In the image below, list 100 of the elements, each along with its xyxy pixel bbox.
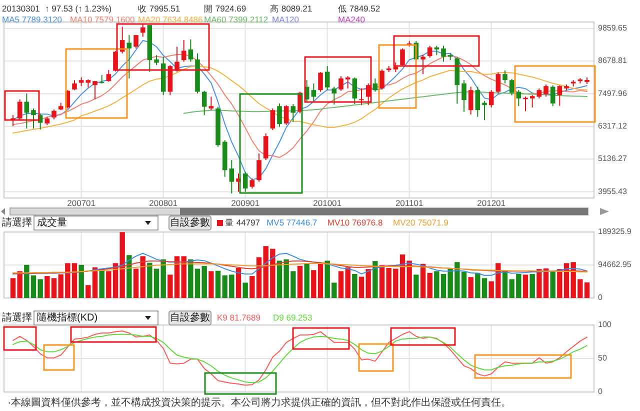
text: MA10 7579.1600	[70, 14, 136, 24]
text: ‧本線圖資料僅供參考，並不構成投資決策的提示。本公司將力求提供正確的資訊，但不對此作出保證或任何責任。	[8, 396, 511, 409]
candlestick	[72, 80, 77, 91]
candlestick	[509, 78, 514, 96]
candlestick	[99, 74, 104, 84]
legend-label: MA120	[272, 14, 300, 24]
text: MA20 7634.8486	[138, 14, 204, 24]
candlestick	[290, 104, 296, 122]
x-tick-label: 200801	[149, 198, 178, 208]
candlestick	[380, 68, 384, 90]
text: 20130301	[2, 3, 40, 14]
text: 高 8089.21	[270, 3, 312, 14]
text: ↑ 97.53 (↑ 1.23%)	[45, 3, 112, 14]
button: 自設參數	[168, 216, 212, 230]
bar	[304, 263, 310, 298]
candlestick	[488, 90, 494, 108]
y-tick-label: 5136.27	[598, 154, 628, 164]
candlestick	[229, 160, 234, 194]
candlestick	[372, 78, 378, 92]
candlestick	[311, 82, 316, 102]
bar	[99, 268, 104, 298]
y-tick-label: 8678.81	[598, 56, 628, 66]
candlestick	[536, 88, 542, 99]
bar	[550, 271, 556, 298]
candlestick	[338, 76, 344, 92]
candlestick	[502, 70, 508, 84]
legend-label: MA240	[338, 14, 366, 24]
candlestick	[352, 76, 358, 105]
candlestick	[52, 108, 56, 120]
x-tick-label: 200701	[67, 198, 96, 208]
y-tick-label: 6317.12	[598, 122, 628, 131]
candlestick	[31, 108, 36, 129]
text: MA60 7399.2112	[204, 14, 268, 24]
x-tick-label: 201001	[313, 198, 342, 208]
text: MV20 75071.9	[393, 217, 449, 228]
bar	[126, 255, 132, 298]
bar	[352, 274, 358, 298]
candlestick	[462, 80, 466, 112]
bar	[372, 261, 378, 298]
candlestick	[324, 66, 330, 91]
text: MA5 7789.3120	[2, 14, 62, 24]
text: 請選擇	[2, 312, 32, 324]
candlestick	[208, 96, 214, 111]
candlestick	[17, 98, 22, 120]
candlestick	[134, 34, 138, 49]
candlestick	[557, 84, 562, 106]
candlestick	[544, 84, 548, 97]
x-tick-label: 201201	[477, 198, 506, 208]
candlestick	[256, 152, 262, 182]
x-tick-label: 201101	[395, 198, 424, 208]
y-tick-label: 94662.95	[598, 260, 632, 270]
candlestick	[181, 40, 186, 62]
candlestick	[154, 54, 159, 66]
candlestick	[496, 72, 501, 94]
candlestick	[420, 54, 426, 75]
series-label: D9 69.253	[273, 312, 312, 322]
candlestick	[516, 90, 522, 107]
y-tick-label: 3955.43	[598, 186, 628, 196]
candlestick	[106, 70, 112, 82]
text: MV5 77446.7	[266, 217, 318, 228]
candlestick	[332, 86, 337, 105]
y-tick-label: 0	[598, 387, 603, 396]
candlestick	[250, 178, 255, 189]
candlestick	[441, 45, 446, 62]
candlestick	[345, 76, 350, 89]
dropdown: 成交量	[34, 216, 158, 230]
candlestick	[277, 102, 282, 128]
candlestick	[284, 104, 289, 126]
candlestick	[242, 171, 248, 192]
legend-label: 量 44797	[225, 217, 260, 228]
bar	[468, 277, 474, 298]
y-tick-label: 189325.9	[598, 227, 632, 236]
bar	[242, 282, 248, 298]
text: 低 7849.52	[338, 3, 380, 14]
y-tick-label: 0	[598, 293, 603, 302]
candlestick	[92, 80, 98, 100]
button: 自設參數	[168, 310, 212, 326]
candlestick	[202, 90, 207, 116]
candlestick	[550, 84, 556, 107]
text: 開 7924.69	[204, 3, 246, 14]
candlestick	[263, 132, 268, 161]
text: 收 7995.51	[138, 3, 180, 14]
candlestick	[400, 48, 405, 67]
candlestick	[270, 108, 276, 131]
dropdown: 隨機指標(KD)	[34, 310, 158, 326]
y-tick-label: 50	[598, 354, 608, 363]
candlestick	[318, 72, 323, 92]
candlestick	[434, 45, 440, 56]
text: K9 81.7689	[217, 312, 261, 322]
bar	[297, 266, 303, 298]
y-tick-label: 9859.65	[598, 23, 628, 32]
bar	[236, 268, 242, 298]
bar	[78, 264, 84, 298]
candlestick	[468, 86, 474, 115]
y-tick-label: 7497.96	[598, 88, 628, 98]
candlestick	[188, 38, 194, 62]
y-tick-label: 100	[598, 320, 612, 330]
text: MV10 76976.8	[327, 217, 383, 228]
candlestick	[126, 34, 132, 79]
x-tick-label: 200901	[231, 198, 260, 208]
